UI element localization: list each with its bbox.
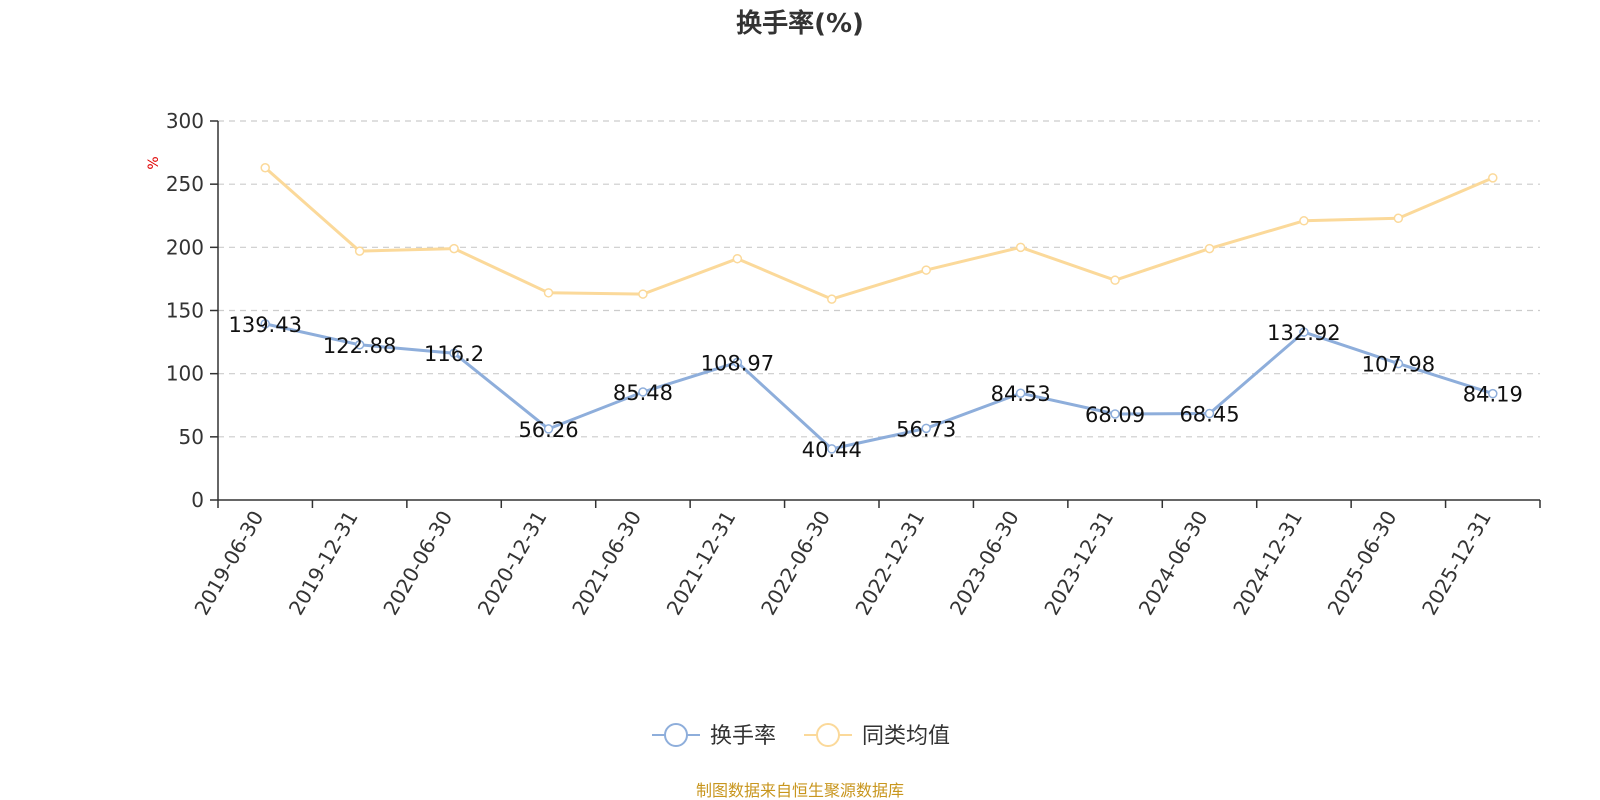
turnover-value-label-3: 56.26 (518, 418, 578, 442)
series-line-turnover (264, 322, 1494, 451)
peer-average-point-11 (1299, 216, 1309, 226)
peer-average-point-0 (260, 162, 270, 173)
turnover-value-label-7: 56.73 (896, 417, 956, 441)
turnover-point-4 (638, 387, 648, 397)
peer-average-point-2 (449, 243, 459, 254)
chart-title: 换手率(%) (736, 8, 864, 39)
x-tick-label-2021-06-30: 2021-06-30 (567, 507, 646, 620)
y-tick-label-250: 250 (166, 172, 204, 196)
peer-average-point-4 (638, 289, 648, 299)
x-tick-label-2020-12-31: 2020-12-31 (473, 507, 552, 620)
peer-average-point-6 (827, 294, 837, 304)
turnover-value-label-6: 40.44 (802, 438, 862, 462)
data-labels: 139.43 122.88 116.2 56.26 85.48 108.97 40.44 56… (228, 313, 1522, 462)
y-tick-label-0: 0 (191, 488, 204, 512)
peer-average-point-8 (1015, 242, 1026, 253)
turnover-point-13 (1488, 388, 1498, 399)
turnover-point-10 (1204, 408, 1215, 419)
legend[interactable]: 换手率 同类均值 (652, 723, 950, 749)
turnover-value-label-4: 85.48 (613, 381, 673, 405)
x-tick-label-2021-12-31: 2021-12-31 (662, 507, 741, 620)
series-line-peer-average (264, 166, 1494, 301)
peer-average-point-9 (1110, 275, 1120, 285)
x-tick-label-2023-12-31: 2023-12-31 (1039, 507, 1118, 620)
peer-average-point-12 (1393, 213, 1404, 224)
turnover-point-6 (827, 444, 837, 454)
legend-label-turnover: 换手率 (710, 724, 776, 749)
turnover-value-label-2: 116.2 (424, 342, 484, 366)
y-tick-label-50: 50 (179, 425, 204, 449)
data-source-note: 制图数据来自恒生聚源数据库 (696, 781, 904, 800)
grid-lines (218, 120, 1540, 438)
turnover-point-7 (921, 423, 931, 434)
x-tick-label-2025-06-30: 2025-06-30 (1323, 507, 1402, 620)
y-tick-label-300: 300 (166, 109, 204, 133)
y-tick-label-200: 200 (166, 235, 204, 259)
turnover-point-0 (260, 319, 270, 329)
turnover-value-label-8: 84.53 (991, 382, 1051, 406)
legend-marker-peer-average (816, 723, 840, 747)
peer-average-point-5 (732, 253, 743, 264)
peer-average-point-3 (543, 288, 554, 298)
turnover-point-12 (1393, 358, 1404, 369)
turnover-point-5 (732, 357, 743, 368)
turnover-point-9 (1110, 409, 1120, 419)
series-layer (260, 162, 1498, 454)
turnover-value-label-13: 84.19 (1463, 383, 1523, 407)
x-tick-label-2025-12-31: 2025-12-31 (1417, 507, 1496, 620)
y-axis-unit: % (146, 156, 162, 169)
x-tick-label-2020-06-30: 2020-06-30 (378, 507, 457, 620)
turnover-point-2 (449, 348, 459, 358)
y-tick-label-100: 100 (166, 362, 204, 386)
peer-average-point-1 (354, 246, 365, 256)
turnover-point-3 (543, 424, 554, 434)
turnover-value-label-9: 68.09 (1085, 403, 1145, 427)
x-tick-label-2022-12-31: 2022-12-31 (850, 507, 929, 620)
turnover-point-11 (1299, 327, 1309, 337)
x-tick-label-2019-06-30: 2019-06-30 (189, 507, 268, 620)
x-tick-label-2024-12-31: 2024-12-31 (1228, 507, 1307, 620)
turnover-value-label-10: 68.45 (1179, 403, 1239, 427)
turnover-value-label-1: 122.88 (323, 334, 396, 358)
turnover-value-label-11: 132.92 (1267, 321, 1340, 345)
x-tick-label-2019-12-31: 2019-12-31 (284, 507, 363, 620)
legend-marker-turnover (664, 723, 688, 747)
x-tick-label-2024-06-30: 2024-06-30 (1134, 507, 1213, 620)
legend-label-peer-average: 同类均值 (862, 724, 950, 749)
turnover-value-label-5: 108.97 (701, 351, 774, 375)
turnover-point-1 (354, 340, 365, 350)
peer-average-point-13 (1488, 173, 1498, 183)
peer-average-point-7 (921, 265, 931, 275)
y-tick-label-150: 150 (166, 299, 204, 323)
x-tick-label-2022-06-30: 2022-06-30 (756, 507, 835, 620)
turnover-point-8 (1015, 388, 1026, 398)
turnover-value-label-0: 139.43 (228, 313, 301, 337)
peer-average-point-10 (1204, 243, 1215, 254)
x-tick-label-2023-06-30: 2023-06-30 (945, 507, 1024, 620)
turnover-value-label-12: 107.98 (1362, 353, 1435, 377)
